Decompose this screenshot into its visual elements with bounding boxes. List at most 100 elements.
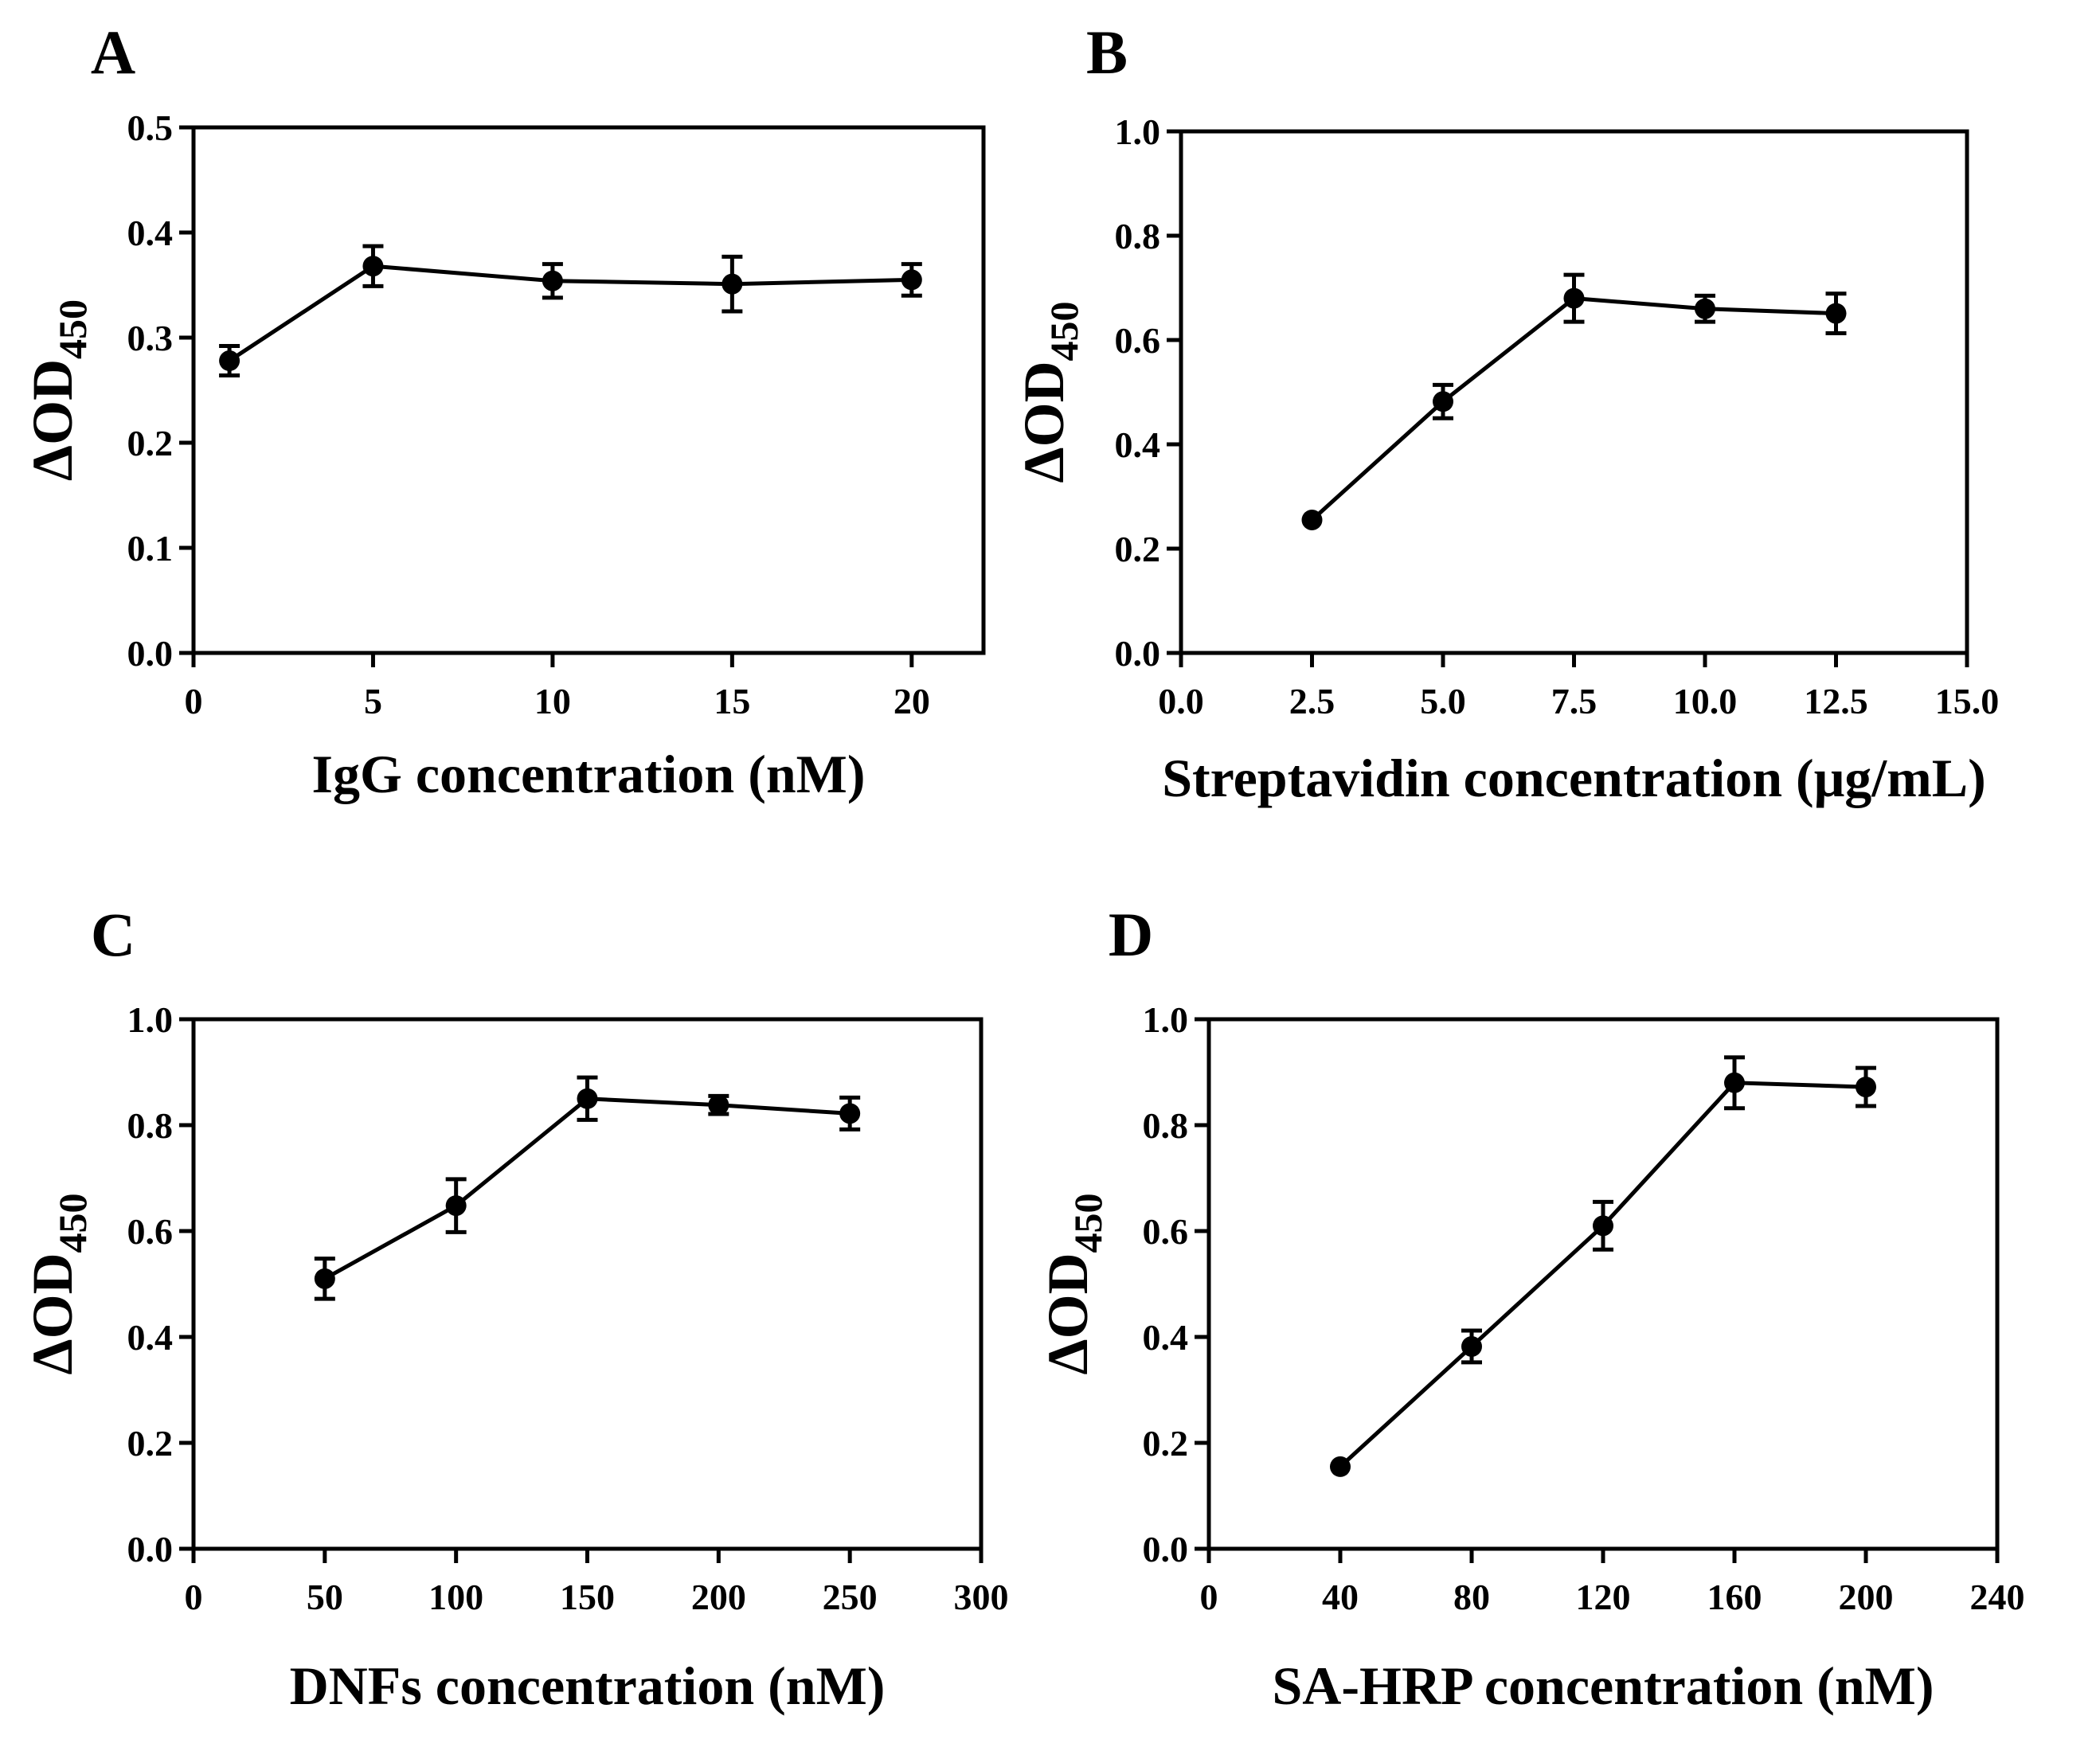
data-point xyxy=(1593,1215,1613,1237)
panel-letter: D xyxy=(1109,900,1153,969)
data-point xyxy=(314,1268,335,1289)
plot-frame xyxy=(1179,129,1969,655)
data-point xyxy=(708,1094,729,1116)
y-axis-title-subscript: 450 xyxy=(1066,1193,1110,1253)
x-tick-label: 10 xyxy=(534,681,571,721)
data-point xyxy=(1330,1456,1351,1477)
y-axis-title: ΔOD450 xyxy=(1036,1193,1110,1374)
x-tick-label: 2.5 xyxy=(1289,681,1335,721)
y-tick-label: 0.0 xyxy=(127,1529,174,1569)
panel-letter: B xyxy=(1086,18,1128,87)
y-axis-title-main: ΔOD xyxy=(1012,361,1076,483)
x-tick-label: 15 xyxy=(714,681,750,721)
y-tick-label: 0.0 xyxy=(1143,1529,1189,1569)
plot-frame xyxy=(191,125,986,655)
x-tick-label: 5.0 xyxy=(1420,681,1466,721)
chart-panel-c: C 0.0 0.2 0.4 0.6 0.8 1.0 0 50 100 150 200 250 300 DNF… xyxy=(21,900,1009,1716)
chart-panel-b: B 0.0 0.2 0.4 0.6 0.8 1.0 0.0 2.5 5.0 7.5 10.0 12.5 1… xyxy=(1012,18,1999,808)
data-point xyxy=(1461,1335,1482,1357)
x-tick-label: 10.0 xyxy=(1673,681,1738,721)
y-axis-title-subscript: 450 xyxy=(50,1193,95,1253)
data-point xyxy=(577,1088,598,1109)
x-tick-label: 7.5 xyxy=(1551,681,1597,721)
x-tick-label: 200 xyxy=(691,1577,746,1617)
y-tick-label: 0.6 xyxy=(127,1211,174,1252)
y-tick-label: 0.8 xyxy=(1115,216,1161,256)
y-tick-label: 0.3 xyxy=(127,318,174,358)
x-tick-label: 50 xyxy=(307,1577,343,1617)
data-point xyxy=(219,350,241,372)
x-axis-title: SA-HRP concentration (nM) xyxy=(1272,1655,1934,1716)
x-tick-label: 300 xyxy=(954,1577,1009,1617)
y-tick-label: 1.0 xyxy=(127,999,174,1040)
x-tick-label: 150 xyxy=(560,1577,615,1617)
y-tick-label: 0.2 xyxy=(1143,1423,1189,1464)
y-tick-label: 0.0 xyxy=(127,633,174,674)
y-tick-label: 0.4 xyxy=(127,213,174,253)
y-tick-label: 0.6 xyxy=(1115,320,1161,361)
panel-letter: A xyxy=(91,18,135,87)
y-axis-title: ΔOD450 xyxy=(21,1193,95,1374)
y-axis-title-main: ΔOD xyxy=(21,1253,84,1374)
y-tick-label: 1.0 xyxy=(1115,111,1161,152)
y-tick-label: 0.5 xyxy=(127,107,174,148)
x-tick-label: 160 xyxy=(1707,1577,1762,1617)
x-tick-label: 0 xyxy=(185,1577,203,1617)
data-point xyxy=(1695,298,1715,319)
y-tick-label: 0.1 xyxy=(127,528,174,569)
y-axis-title-main: ΔOD xyxy=(21,359,84,481)
y-tick-label: 0.2 xyxy=(1115,529,1161,569)
y-axis-title: ΔOD450 xyxy=(1012,301,1086,483)
y-axis-title-main: ΔOD xyxy=(1036,1253,1100,1374)
x-tick-label: 5 xyxy=(364,681,382,721)
x-tick-label: 20 xyxy=(894,681,930,721)
data-point xyxy=(1856,1077,1876,1098)
x-tick-label: 40 xyxy=(1322,1577,1359,1617)
data-point xyxy=(1301,509,1323,530)
y-tick-label: 0.6 xyxy=(1143,1211,1189,1252)
chart-panel-a: A 0.0 0.1 0.2 0.3 0.4 0.5 0 5 10 15 20 IgG concentra… xyxy=(21,18,986,804)
panel-letter: C xyxy=(91,900,135,969)
x-tick-label: 200 xyxy=(1839,1577,1894,1617)
y-tick-label: 0.4 xyxy=(127,1317,174,1358)
y-axis-title-subscript: 450 xyxy=(1042,301,1086,361)
x-tick-label: 100 xyxy=(428,1577,483,1617)
y-tick-label: 0.4 xyxy=(1143,1317,1189,1358)
x-tick-label: 80 xyxy=(1453,1577,1490,1617)
x-tick-label: 250 xyxy=(823,1577,878,1617)
y-tick-label: 0.2 xyxy=(127,423,174,463)
x-axis-title: DNFs concentration (nM) xyxy=(290,1655,886,1716)
y-axis-title: ΔOD450 xyxy=(21,299,95,481)
data-point xyxy=(445,1195,467,1217)
series-line xyxy=(1339,1081,1867,1468)
x-tick-label: 240 xyxy=(1970,1577,2025,1617)
data-point xyxy=(839,1103,861,1124)
series-line xyxy=(1310,296,1836,522)
x-tick-label: 0.0 xyxy=(1158,681,1204,721)
plot-frame xyxy=(1206,1017,2000,1551)
data-point xyxy=(722,273,743,295)
y-tick-label: 0.2 xyxy=(127,1423,174,1464)
data-point xyxy=(362,256,384,277)
data-point xyxy=(1825,303,1847,324)
x-axis-title: IgG concentration (nM) xyxy=(311,744,865,804)
x-tick-label: 120 xyxy=(1576,1577,1631,1617)
data-point xyxy=(901,269,922,291)
data-point xyxy=(1724,1072,1745,1093)
y-tick-label: 0.0 xyxy=(1115,633,1161,674)
series-line xyxy=(323,1096,851,1280)
data-point xyxy=(1433,391,1453,412)
x-tick-label: 0 xyxy=(185,681,203,721)
x-axis-title: Streptavidin concentration (μg/mL) xyxy=(1162,748,1986,808)
data-point xyxy=(542,270,563,291)
y-axis-title-subscript: 450 xyxy=(50,299,95,359)
y-tick-label: 0.4 xyxy=(1115,424,1161,465)
series-line xyxy=(228,264,912,363)
chart-panel-d: D 0.0 0.2 0.4 0.6 0.8 1.0 0 40 80 120 160 200 240 SA-H… xyxy=(1036,900,2025,1716)
data-point xyxy=(1563,287,1585,309)
y-tick-label: 0.8 xyxy=(1143,1105,1189,1146)
y-tick-label: 0.8 xyxy=(127,1105,174,1146)
x-tick-label: 0 xyxy=(1200,1577,1218,1617)
x-tick-label: 12.5 xyxy=(1804,681,1868,721)
